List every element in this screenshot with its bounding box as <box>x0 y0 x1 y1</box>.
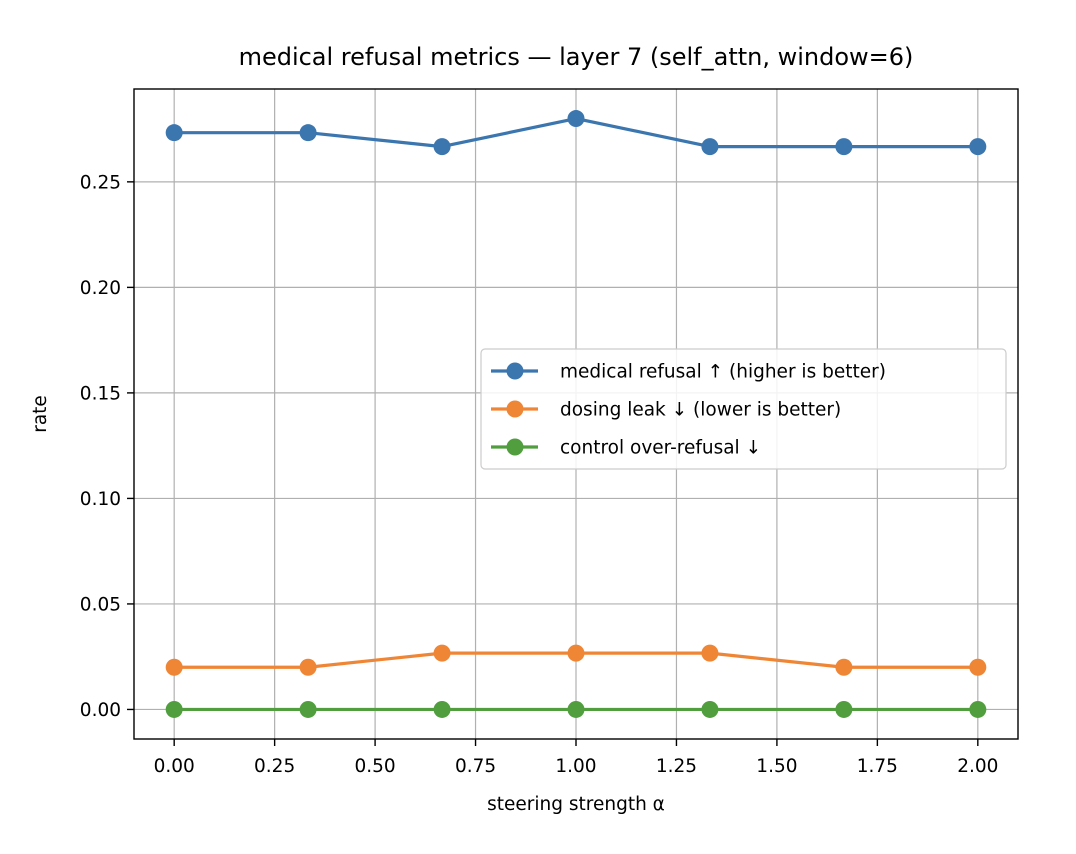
data-point <box>299 658 317 676</box>
series-1 <box>165 110 987 156</box>
data-point <box>969 700 987 718</box>
y-tick-label: 0.25 <box>80 172 121 193</box>
data-point <box>299 700 317 718</box>
series-layer <box>165 110 987 718</box>
series-3 <box>165 700 987 718</box>
legend-label: dosing leak ↓ (lower is better) <box>560 400 841 421</box>
data-point <box>165 658 183 676</box>
chart-title: medical refusal metrics — layer 7 (self_… <box>239 43 914 71</box>
legend-box <box>480 348 1007 470</box>
x-tick-label: 0.50 <box>354 756 395 777</box>
data-point <box>433 138 451 156</box>
y-tick-label: 0.05 <box>80 594 121 615</box>
legend-item: control over-refusal ↓ <box>491 438 761 459</box>
y-tick-label: 0.20 <box>80 278 121 299</box>
data-point <box>433 644 451 662</box>
y-tick-label: 0.10 <box>80 489 121 510</box>
data-point <box>567 110 585 128</box>
data-point <box>567 644 585 662</box>
x-tick-label: 0.25 <box>254 756 295 777</box>
x-tick-label: 2.00 <box>957 756 998 777</box>
axis-ticks: 0.00 0.25 0.50 0.75 1.00 1.25 1.50 1.75 2.00 0.00… <box>80 172 999 777</box>
legend-label: control over-refusal ↓ <box>560 438 761 459</box>
legend-item: dosing leak ↓ (lower is better) <box>491 400 841 421</box>
series-2 <box>165 644 987 676</box>
x-tick-label: 1.00 <box>555 756 596 777</box>
y-tick-label: 0.15 <box>80 383 121 404</box>
data-point <box>433 700 451 718</box>
data-point <box>701 138 719 156</box>
x-tick-label: 1.50 <box>756 756 797 777</box>
data-point <box>165 700 183 718</box>
data-point <box>835 138 853 156</box>
legend-item: medical refusal ↑ (higher is better) <box>491 362 886 383</box>
legend-marker <box>506 438 524 456</box>
x-tick-label: 0.75 <box>455 756 496 777</box>
y-tick-label: 0.00 <box>80 700 121 721</box>
data-point <box>969 658 987 676</box>
legend-label: medical refusal ↑ (higher is better) <box>560 362 886 383</box>
data-point <box>835 700 853 718</box>
x-axis-label: steering strength α <box>487 794 665 815</box>
data-point <box>969 138 987 156</box>
data-point <box>835 658 853 676</box>
data-point <box>701 644 719 662</box>
legend-marker <box>506 400 524 418</box>
y-axis-label: rate <box>30 395 51 433</box>
data-point <box>299 124 317 142</box>
legend: medical refusal ↑ (higher is better) dosi… <box>480 348 1007 470</box>
data-point <box>701 700 719 718</box>
data-point <box>567 700 585 718</box>
legend-marker <box>506 362 524 380</box>
x-tick-label: 1.25 <box>656 756 697 777</box>
data-point <box>165 124 183 142</box>
x-tick-label: 0.00 <box>154 756 195 777</box>
x-tick-label: 1.75 <box>857 756 898 777</box>
